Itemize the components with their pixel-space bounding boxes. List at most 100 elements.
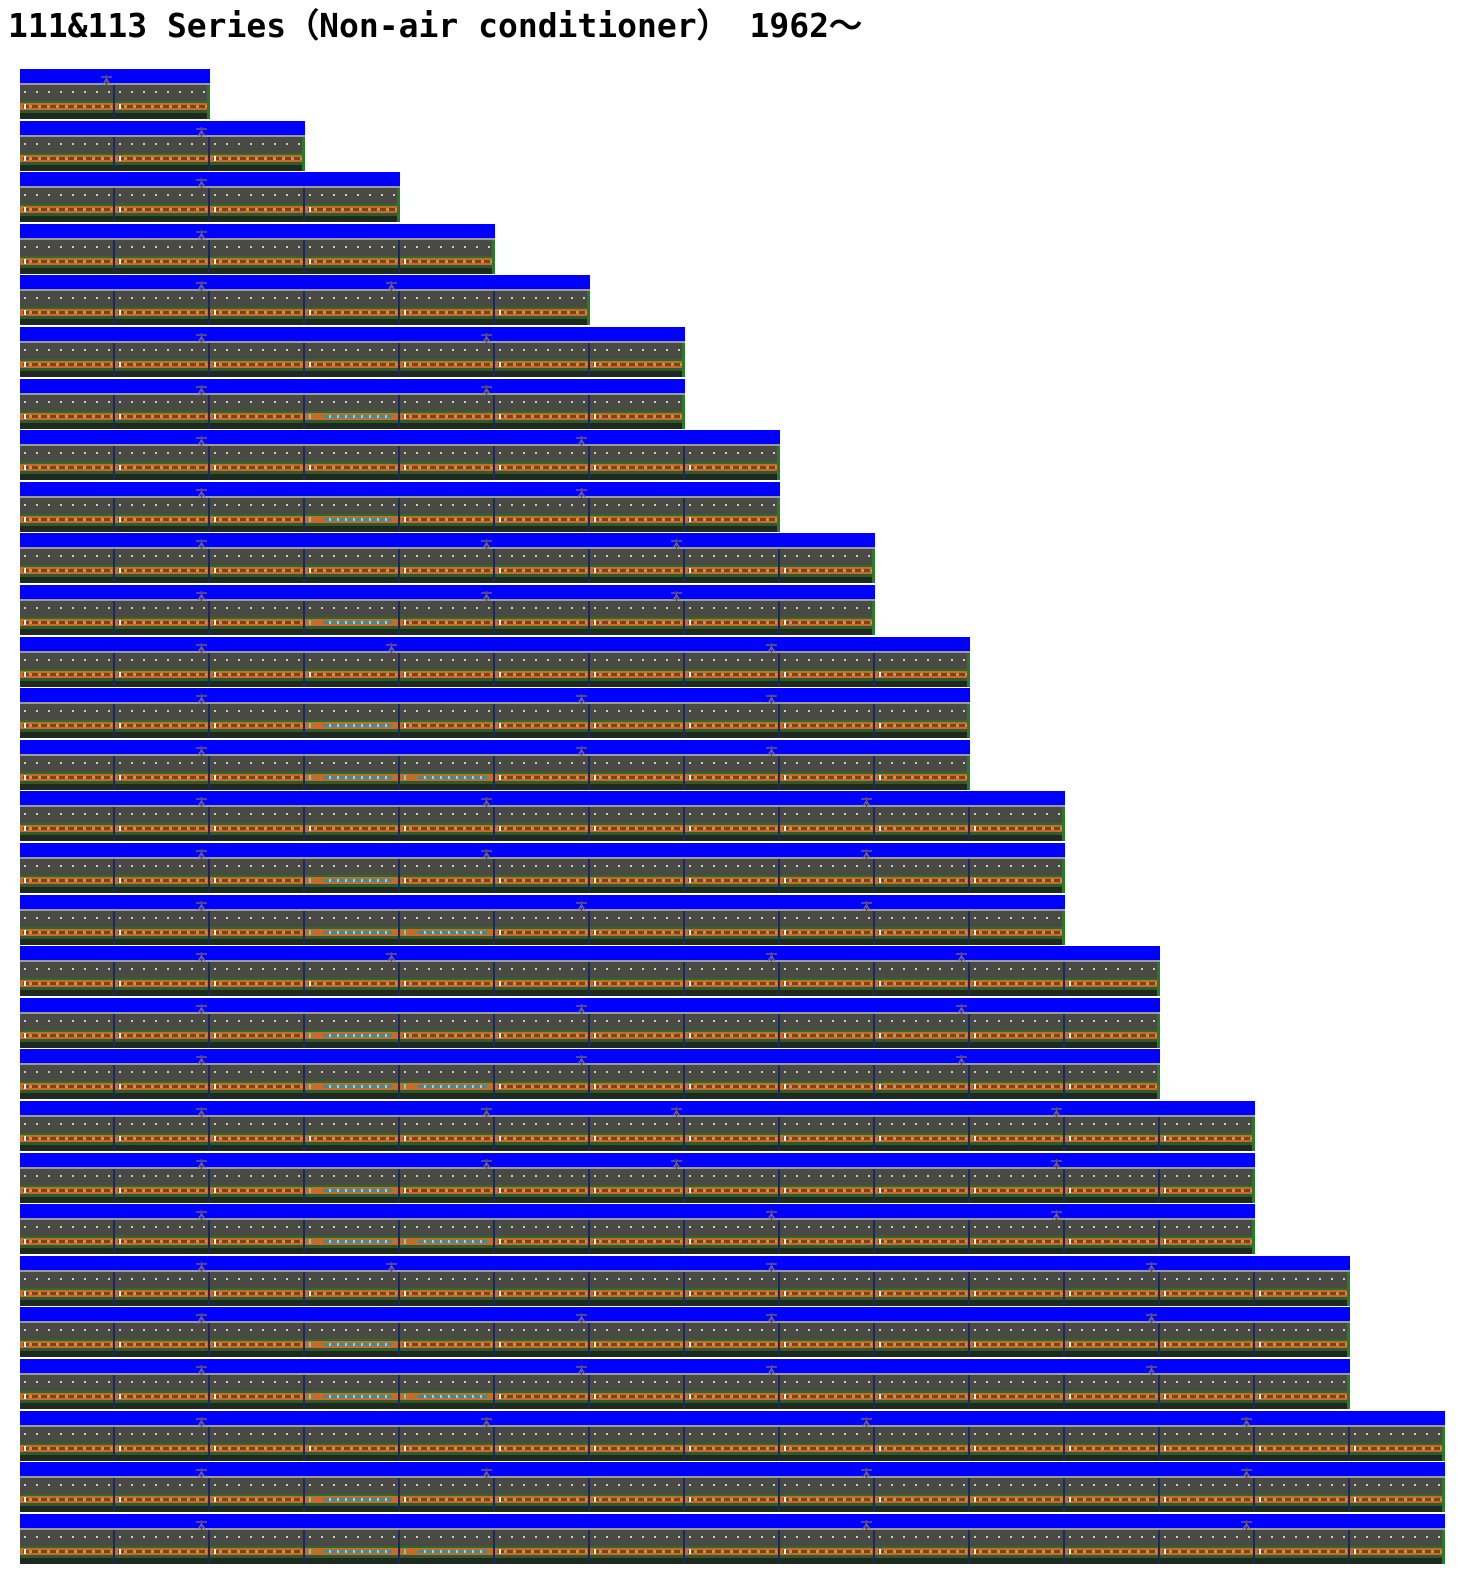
ordinary-car	[1350, 1462, 1445, 1512]
ordinary-car	[210, 1101, 305, 1151]
pantograph-icon	[765, 1313, 778, 1323]
ordinary-car	[20, 69, 115, 119]
ordinary-car	[685, 791, 780, 841]
ordinary-car	[20, 327, 115, 377]
pantograph-icon	[860, 1417, 873, 1427]
ordinary-car	[20, 895, 115, 945]
green-car	[305, 998, 400, 1048]
pantograph-icon	[1145, 1262, 1158, 1272]
formation-14-car	[20, 1359, 1350, 1409]
pantograph-icon	[1145, 1313, 1158, 1323]
pantograph-icon	[195, 1107, 208, 1117]
ordinary-car	[115, 637, 210, 687]
pantograph-icon	[195, 1417, 208, 1427]
ordinary-car	[210, 275, 305, 325]
ordinary-car	[20, 1462, 115, 1512]
green-car	[305, 1462, 400, 1512]
formation-11-car	[20, 791, 1065, 841]
ordinary-car	[400, 791, 495, 841]
ordinary-car	[685, 1204, 780, 1254]
ordinary-car	[970, 895, 1065, 945]
pantograph-icon	[575, 1365, 588, 1375]
ordinary-car	[20, 1101, 115, 1151]
formation-4-car	[20, 172, 400, 222]
ordinary-car	[305, 224, 400, 274]
pantograph-icon	[195, 797, 208, 807]
ordinary-car	[495, 585, 590, 635]
ordinary-car	[115, 224, 210, 274]
green-car	[400, 1049, 495, 1099]
ordinary-car	[780, 1359, 875, 1409]
pantograph-icon	[955, 1004, 968, 1014]
ordinary-car	[1255, 1462, 1350, 1512]
ordinary-car	[210, 1359, 305, 1409]
ordinary-car	[210, 791, 305, 841]
ordinary-car	[495, 1359, 590, 1409]
ordinary-car	[495, 946, 590, 996]
ordinary-car	[115, 430, 210, 480]
train-end	[872, 601, 875, 635]
ordinary-car	[115, 791, 210, 841]
ordinary-car	[210, 1153, 305, 1203]
ordinary-car	[20, 843, 115, 893]
pantograph-icon	[765, 694, 778, 704]
train-end	[1157, 1065, 1160, 1099]
pantograph-icon	[195, 230, 208, 240]
ordinary-car	[400, 533, 495, 583]
ordinary-car	[780, 1514, 875, 1564]
ordinary-car	[20, 533, 115, 583]
ordinary-car	[400, 585, 495, 635]
ordinary-car	[685, 1307, 780, 1357]
pantograph-icon	[575, 1055, 588, 1065]
pantograph-icon	[575, 1004, 588, 1014]
ordinary-car	[875, 1204, 970, 1254]
pantograph-icon	[860, 901, 873, 911]
ordinary-car	[1065, 1359, 1160, 1409]
ordinary-car	[970, 1256, 1065, 1306]
ordinary-car	[305, 172, 400, 222]
pantograph-icon	[1050, 1107, 1063, 1117]
ordinary-car	[210, 1307, 305, 1357]
ordinary-car	[970, 1049, 1065, 1099]
pantograph-icon	[955, 952, 968, 962]
ordinary-car	[20, 1359, 115, 1409]
pantograph-icon	[480, 333, 493, 343]
ordinary-car	[495, 1462, 590, 1512]
ordinary-car	[115, 327, 210, 377]
ordinary-car	[495, 1153, 590, 1203]
ordinary-car	[115, 1462, 210, 1512]
pantograph-icon	[955, 1055, 968, 1065]
ordinary-car	[970, 843, 1065, 893]
ordinary-car	[20, 430, 115, 480]
ordinary-car	[210, 895, 305, 945]
green-car	[305, 843, 400, 893]
ordinary-car	[685, 1256, 780, 1306]
formation-8-car	[20, 482, 780, 532]
ordinary-car	[495, 1411, 590, 1461]
train-end	[587, 291, 590, 325]
ordinary-car	[1065, 1411, 1160, 1461]
ordinary-car	[780, 946, 875, 996]
ordinary-car	[400, 1256, 495, 1306]
train-end	[1442, 1427, 1445, 1461]
ordinary-car	[495, 1101, 590, 1151]
ordinary-car	[400, 843, 495, 893]
pantograph-icon	[100, 75, 113, 85]
train-end	[1347, 1375, 1350, 1409]
ordinary-car	[210, 430, 305, 480]
ordinary-car	[400, 430, 495, 480]
ordinary-car	[495, 740, 590, 790]
pantograph-icon	[575, 488, 588, 498]
ordinary-car	[780, 1204, 875, 1254]
pantograph-icon	[860, 797, 873, 807]
ordinary-car	[115, 482, 210, 532]
ordinary-car	[970, 998, 1065, 1048]
formation-9-car	[20, 585, 875, 635]
ordinary-car	[1065, 1153, 1160, 1203]
ordinary-car	[875, 688, 970, 738]
ordinary-car	[685, 1359, 780, 1409]
pantograph-icon	[195, 901, 208, 911]
ordinary-car	[115, 1204, 210, 1254]
ordinary-car	[115, 843, 210, 893]
ordinary-car	[305, 1101, 400, 1151]
